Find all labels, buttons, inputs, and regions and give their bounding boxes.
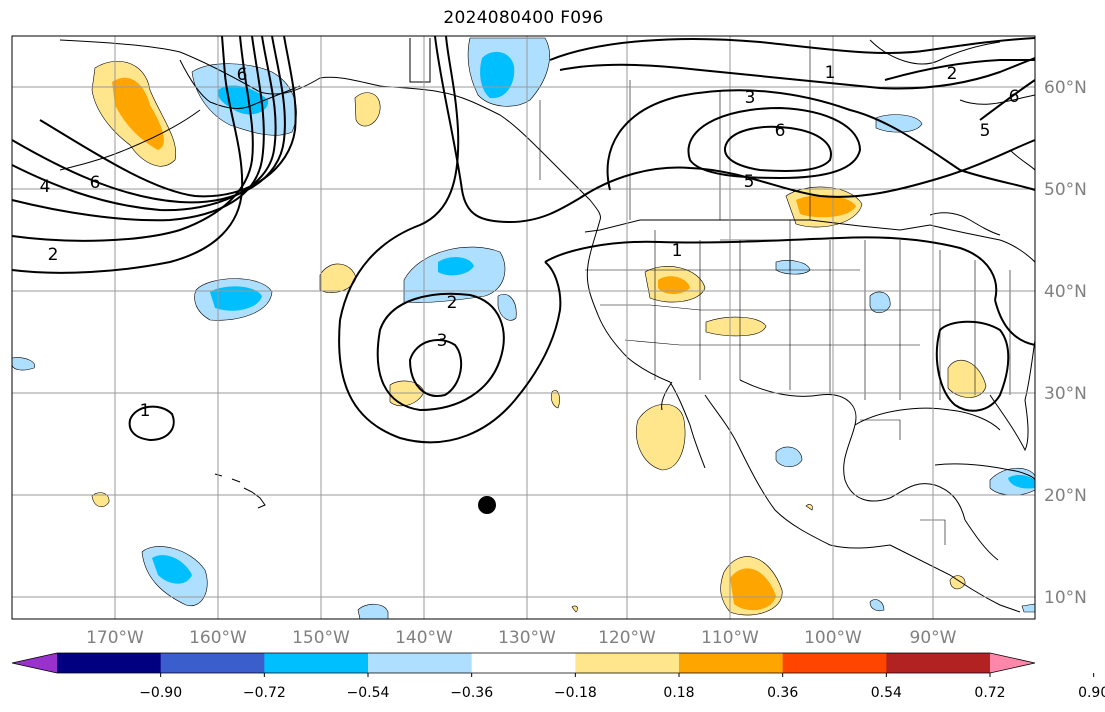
contour-label: 6 bbox=[775, 121, 786, 141]
map-title: 2024080400 F096 bbox=[443, 8, 604, 28]
contour-label: 2 bbox=[48, 245, 59, 265]
colorbar-extend-low bbox=[12, 653, 57, 673]
contour-label: 4 bbox=[40, 177, 51, 197]
lat-label: 30°N bbox=[1044, 384, 1087, 404]
colorbar-tick-label: −0.18 bbox=[554, 685, 597, 701]
lon-label: 100°W bbox=[804, 628, 862, 648]
lon-label: 150°W bbox=[292, 628, 350, 648]
colorbar-tick-label: 0.90 bbox=[1078, 685, 1105, 701]
lon-label: 170°W bbox=[86, 628, 144, 648]
colorbar-tick-label: −0.72 bbox=[243, 685, 286, 701]
lon-labels: 170°W 160°W 150°W 140°W 130°W 120°W 110°… bbox=[86, 628, 957, 648]
contour-label: 3 bbox=[745, 88, 756, 108]
colorbar-tick-label: 0.36 bbox=[767, 685, 798, 701]
colorbar-tick-label: −0.54 bbox=[347, 685, 390, 701]
colorbar-segment bbox=[368, 653, 473, 673]
contour-label: 3 bbox=[437, 331, 448, 351]
colorbar-tick-label: −0.36 bbox=[450, 685, 493, 701]
height-contours bbox=[11, 35, 1036, 444]
lat-labels: 60°N 50°N 40°N 30°N 20°N 10°N bbox=[1044, 78, 1087, 608]
lat-label: 40°N bbox=[1044, 282, 1087, 302]
colorbar-tick-label: 0.72 bbox=[974, 685, 1005, 701]
contour-label: 2 bbox=[947, 64, 958, 84]
contour-label: 6 bbox=[237, 65, 248, 85]
lat-label: 50°N bbox=[1044, 180, 1087, 200]
contour-label: 6 bbox=[90, 173, 101, 193]
lon-label: 120°W bbox=[598, 628, 656, 648]
lon-label: 110°W bbox=[701, 628, 759, 648]
colorbar-extend-high bbox=[990, 653, 1035, 673]
lat-label: 20°N bbox=[1044, 486, 1087, 506]
lat-label: 10°N bbox=[1044, 588, 1087, 608]
location-marker bbox=[478, 496, 496, 514]
colorbar-outline bbox=[11, 652, 1036, 674]
lat-label: 60°N bbox=[1044, 78, 1087, 98]
contour-label: 6 bbox=[1009, 87, 1020, 107]
contour-label: 1 bbox=[140, 401, 151, 421]
colorbar-tick-label: 0.54 bbox=[871, 685, 902, 701]
contour-label: 5 bbox=[744, 172, 755, 192]
colorbar-segment bbox=[57, 653, 162, 673]
contour-labels: 4 6 2 1 2 3 1 3 6 5 1 2 5 6 6 bbox=[40, 63, 1020, 421]
map-panel: 4 6 2 1 2 3 1 3 6 5 1 2 5 6 6 bbox=[11, 35, 1036, 620]
colorbar-segment bbox=[160, 653, 265, 673]
contour-label: 5 bbox=[980, 121, 991, 141]
colorbar bbox=[11, 652, 1036, 674]
contour-label: 1 bbox=[825, 63, 836, 83]
lon-label: 160°W bbox=[189, 628, 247, 648]
colorbar-segment bbox=[264, 653, 369, 673]
colorbar-segment bbox=[782, 653, 887, 673]
colorbar-labels: −0.90 −0.72 −0.54 −0.36 −0.18 0.18 0.36 0.54 0.7… bbox=[139, 673, 1105, 701]
contour-label: 1 bbox=[672, 241, 683, 261]
colorbar-segment bbox=[471, 653, 576, 673]
contour-label: 2 bbox=[447, 293, 458, 313]
lon-label: 140°W bbox=[395, 628, 453, 648]
colorbar-tick-label: 0.18 bbox=[663, 685, 694, 701]
colorbar-segment bbox=[575, 653, 680, 673]
colorbar-segment bbox=[679, 653, 784, 673]
colorbar-segment bbox=[886, 653, 991, 673]
lon-label: 90°W bbox=[910, 628, 957, 648]
lon-label: 130°W bbox=[498, 628, 556, 648]
colorbar-tick-label: −0.90 bbox=[139, 685, 182, 701]
